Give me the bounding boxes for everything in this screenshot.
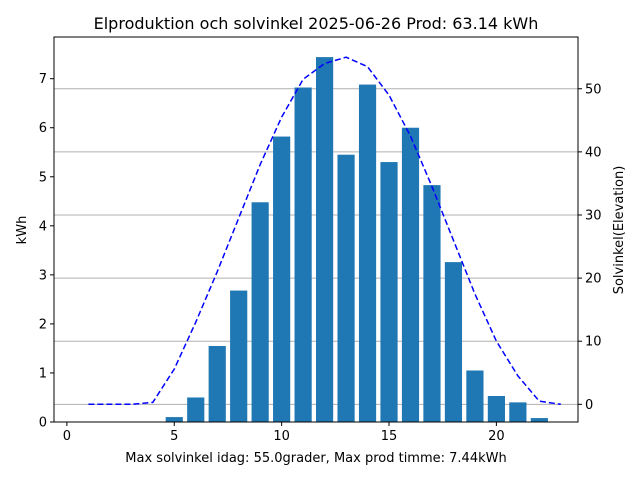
x-tick-label: 5 xyxy=(170,429,178,444)
y2-tick-label: 50 xyxy=(585,82,602,97)
bar xyxy=(273,136,291,422)
y-tick-label: 1 xyxy=(39,366,47,381)
y2-tick-label: 0 xyxy=(585,398,593,413)
y-tick-label: 0 xyxy=(39,416,47,431)
plot-frame xyxy=(53,36,579,423)
y-tick-label: 3 xyxy=(39,268,47,283)
x-axis-title: Max solvinkel idag: 55.0grader, Max prod… xyxy=(125,451,506,466)
bar xyxy=(337,154,355,422)
y-axis-title: kWh xyxy=(15,216,30,245)
y-tick-label: 7 xyxy=(39,72,47,87)
bar-series xyxy=(165,57,548,423)
bar xyxy=(487,396,505,422)
bar xyxy=(187,397,205,422)
bar xyxy=(401,127,420,422)
bar xyxy=(316,57,334,423)
y-tick-label: 5 xyxy=(39,170,47,185)
bar xyxy=(466,370,484,422)
x-axis: 0 5 10 15 20 xyxy=(63,422,505,444)
y2-tick-label: 20 xyxy=(585,272,602,287)
x-tick-label: 10 xyxy=(273,429,290,444)
bar xyxy=(380,162,398,422)
chart-title: Elproduktion och solvinkel 2025-06-26 Pr… xyxy=(94,14,539,33)
y2-axis: 0 10 20 30 40 50 xyxy=(578,82,602,413)
bar xyxy=(509,402,527,422)
y-tick-label: 4 xyxy=(39,219,47,234)
bar xyxy=(530,418,548,422)
x-tick-label: 20 xyxy=(488,429,505,444)
elevation-series xyxy=(88,56,561,406)
bar xyxy=(294,87,312,422)
x-tick-label: 0 xyxy=(63,429,71,444)
bar xyxy=(358,84,377,423)
y-axis: 0 1 2 3 4 5 6 7 xyxy=(39,72,54,431)
bar xyxy=(165,417,183,422)
bar xyxy=(251,202,269,422)
bar xyxy=(208,345,226,422)
bar xyxy=(423,185,441,422)
y2-tick-label: 40 xyxy=(585,145,602,160)
y2-axis-title: Solvinkel(Elevation) xyxy=(612,166,627,295)
bar xyxy=(230,290,248,422)
x-tick-label: 15 xyxy=(381,429,398,444)
y-tick-label: 2 xyxy=(39,317,47,332)
y2-tick-label: 10 xyxy=(585,335,602,350)
y-tick-label: 6 xyxy=(39,121,47,136)
y2-tick-label: 30 xyxy=(585,208,602,223)
bar xyxy=(444,262,463,422)
elevation-line xyxy=(88,56,561,406)
